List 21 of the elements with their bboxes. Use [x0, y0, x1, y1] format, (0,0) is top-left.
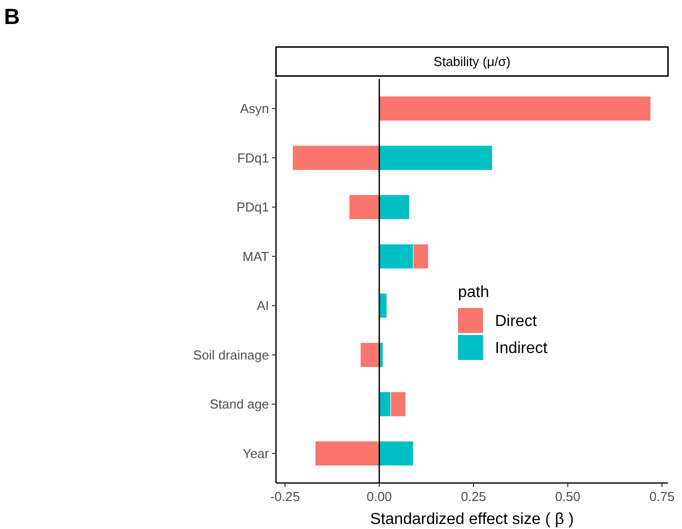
x-axis-title: Standardized effect size ( β ): [370, 511, 574, 528]
x-tick-label: -0.25: [270, 489, 300, 504]
legend-label: Direct: [495, 313, 538, 330]
y-tick-label: PDq1: [236, 200, 269, 215]
y-tick-label: FDq1: [237, 150, 269, 166]
y-tick-label: Soil drainage: [193, 347, 269, 362]
bar: [379, 96, 651, 122]
x-tick-label: 0.50: [555, 489, 580, 504]
y-tick-label: Asyn: [240, 101, 269, 116]
bar: [360, 342, 380, 368]
legend-label: Indirect: [495, 340, 548, 357]
x-tick-label: 0.75: [649, 489, 675, 504]
x-tick-label: 0.25: [460, 489, 486, 504]
x-tick-label: 0.00: [366, 489, 392, 504]
y-tick-label: Stand age: [210, 396, 269, 412]
y-tick-label: MAT: [242, 248, 270, 264]
text: B: [4, 4, 20, 29]
y-tick-label: Year: [242, 446, 270, 461]
legend-title: path: [458, 284, 490, 301]
chart-title: Stability (μ/σ): [434, 54, 510, 69]
y-tick-label: AI: [256, 298, 269, 314]
